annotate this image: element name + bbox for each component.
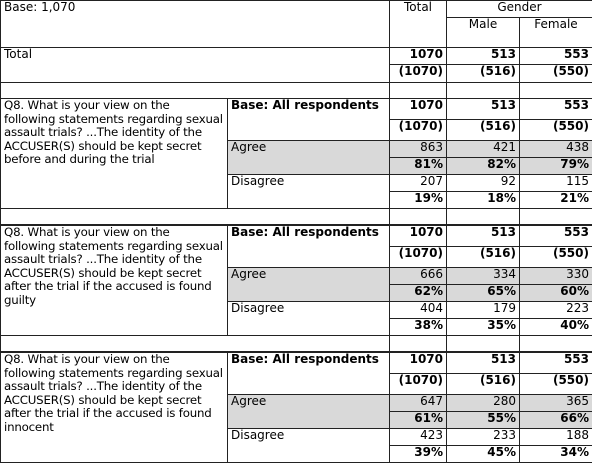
row-percent: 66%	[519, 411, 592, 429]
base-weighted: (1070)	[389, 246, 447, 268]
row-count: 280	[446, 394, 520, 412]
row-percent: 79%	[519, 157, 592, 175]
spacer	[446, 82, 520, 99]
base-weighted: (550)	[519, 246, 592, 268]
spacer	[389, 82, 447, 99]
row-count: 863	[389, 140, 447, 158]
row-percent: 62%	[389, 284, 447, 302]
total-count: 513	[446, 47, 520, 65]
base-count: 513	[446, 352, 520, 374]
base-note: Base: 1,070	[0, 0, 390, 48]
row-percent: 60%	[519, 284, 592, 302]
total-count: 553	[519, 47, 592, 65]
spacer	[519, 335, 592, 352]
row-percent: 34%	[519, 445, 592, 463]
row-label: Agree	[227, 140, 390, 175]
group-header: Gender	[446, 0, 592, 18]
spacer	[446, 335, 520, 352]
total-weighted: (1070)	[389, 64, 447, 83]
row-label: Disagree	[227, 174, 390, 209]
row-label: Disagree	[227, 428, 390, 463]
row-percent: 61%	[389, 411, 447, 429]
row-percent: 55%	[446, 411, 520, 429]
row-percent: 21%	[519, 191, 592, 209]
row-count: 365	[519, 394, 592, 412]
spacer	[519, 208, 592, 225]
base-weighted: (550)	[519, 119, 592, 141]
row-count: 334	[446, 267, 520, 285]
base-weighted: (516)	[446, 246, 520, 268]
row-count: 647	[389, 394, 447, 412]
row-percent: 18%	[446, 191, 520, 209]
row-count: 330	[519, 267, 592, 285]
question-text: Q8. What is your view on the following s…	[0, 98, 228, 209]
base-count: 553	[519, 225, 592, 247]
total-count: 1070	[389, 47, 447, 65]
base-count: 1070	[389, 352, 447, 374]
row-label: Agree	[227, 394, 390, 429]
row-count: 115	[519, 174, 592, 192]
row-percent: 35%	[446, 318, 520, 336]
row-count: 92	[446, 174, 520, 192]
base-label: Base: All respondents	[227, 225, 390, 268]
row-percent: 45%	[446, 445, 520, 463]
row-percent: 39%	[389, 445, 447, 463]
base-count: 1070	[389, 225, 447, 247]
row-label: Disagree	[227, 301, 390, 336]
row-count: 423	[389, 428, 447, 446]
base-weighted: (516)	[446, 373, 520, 395]
question-text: Q8. What is your view on the following s…	[0, 225, 228, 336]
row-count: 404	[389, 301, 447, 319]
row-count: 233	[446, 428, 520, 446]
spacer	[389, 335, 447, 352]
spacer	[446, 208, 520, 225]
base-label: Base: All respondents	[227, 98, 390, 141]
spacer	[389, 208, 447, 225]
row-count: 666	[389, 267, 447, 285]
row-count: 188	[519, 428, 592, 446]
sub-header: Female	[519, 17, 592, 48]
total-weighted: (550)	[519, 64, 592, 83]
row-percent: 65%	[446, 284, 520, 302]
row-percent: 81%	[389, 157, 447, 175]
total-header: Total	[389, 0, 447, 48]
row-percent: 19%	[389, 191, 447, 209]
base-count: 553	[519, 98, 592, 120]
base-weighted: (516)	[446, 119, 520, 141]
row-count: 421	[446, 140, 520, 158]
row-percent: 38%	[389, 318, 447, 336]
base-weighted: (1070)	[389, 373, 447, 395]
base-label: Base: All respondents	[227, 352, 390, 395]
row-count: 438	[519, 140, 592, 158]
row-count: 207	[389, 174, 447, 192]
sub-header: Male	[446, 17, 520, 48]
row-percent: 40%	[519, 318, 592, 336]
total-label: Total	[0, 47, 390, 83]
question-text: Q8. What is your view on the following s…	[0, 352, 228, 463]
row-percent: 82%	[446, 157, 520, 175]
row-count: 179	[446, 301, 520, 319]
spacer	[0, 82, 390, 99]
base-count: 513	[446, 98, 520, 120]
spacer	[519, 82, 592, 99]
base-count: 1070	[389, 98, 447, 120]
row-label: Agree	[227, 267, 390, 302]
row-count: 223	[519, 301, 592, 319]
base-count: 513	[446, 225, 520, 247]
base-weighted: (550)	[519, 373, 592, 395]
base-count: 553	[519, 352, 592, 374]
spacer	[0, 208, 390, 225]
spacer	[0, 335, 390, 352]
base-weighted: (1070)	[389, 119, 447, 141]
total-weighted: (516)	[446, 64, 520, 83]
